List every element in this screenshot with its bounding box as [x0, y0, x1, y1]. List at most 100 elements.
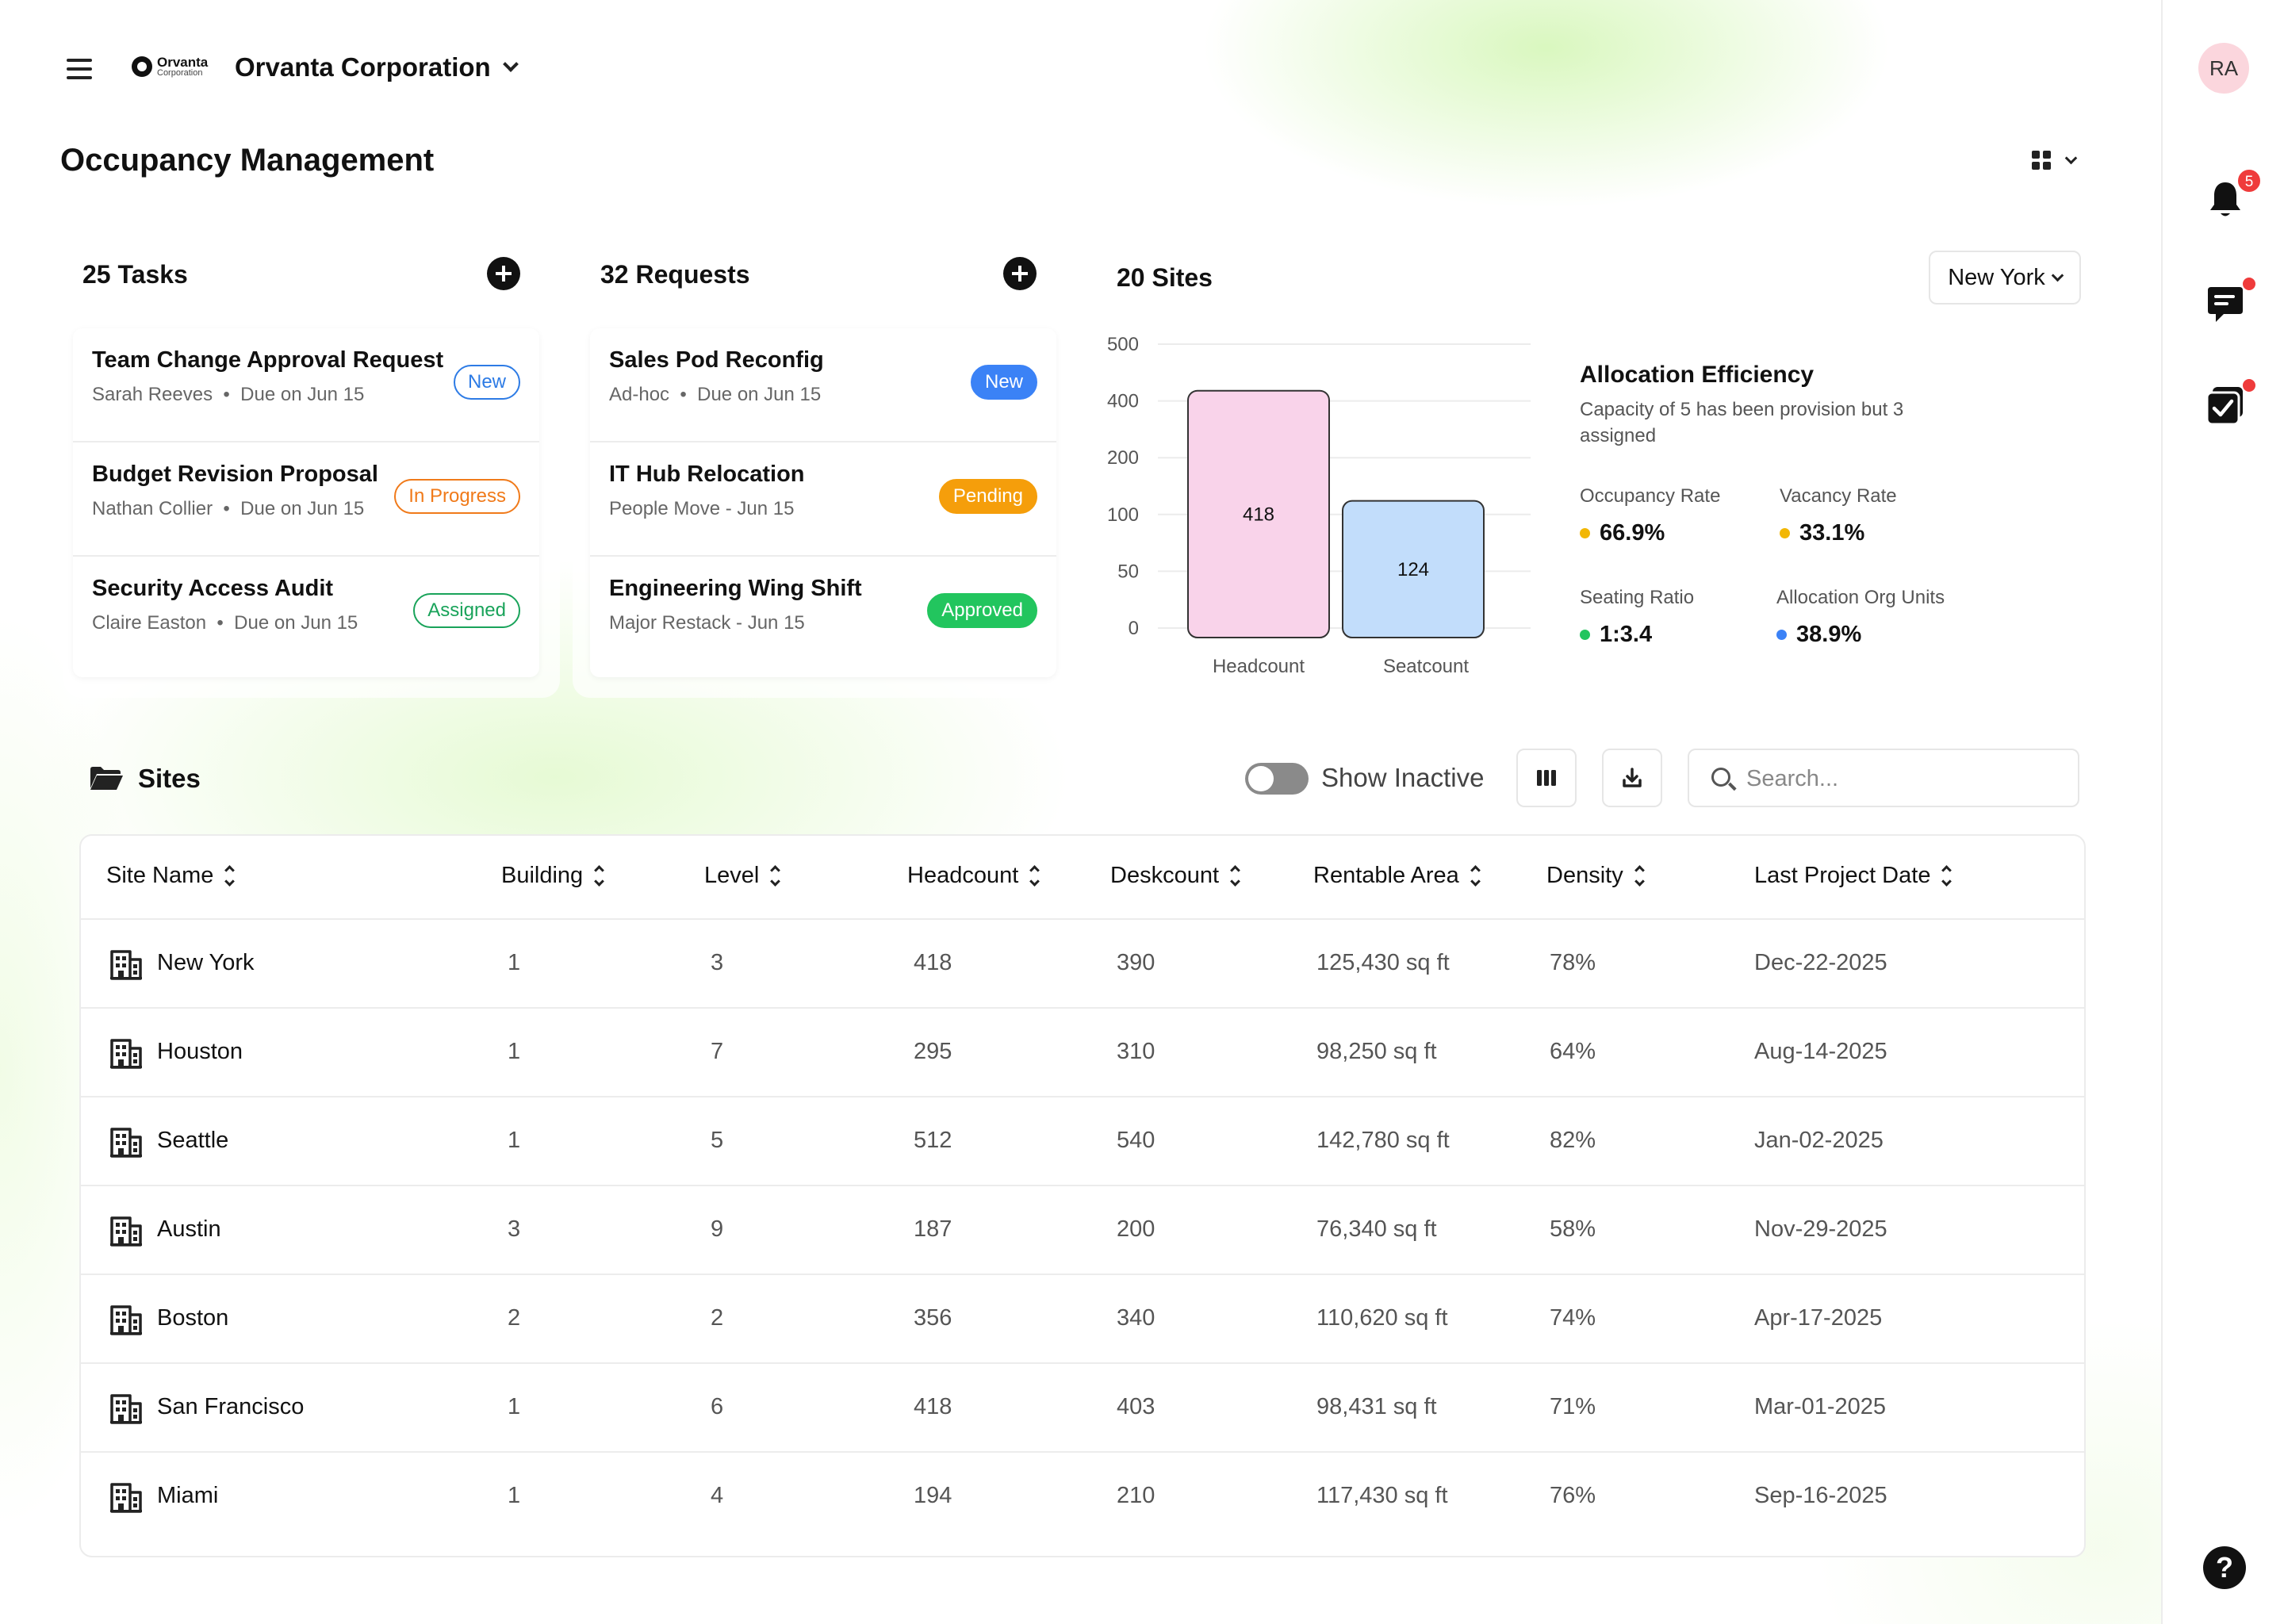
- task-subtitle: Sarah Reeves • Due on Jun 15: [92, 384, 365, 405]
- column-header-level[interactable]: Level: [704, 863, 781, 889]
- table-row[interactable]: Boston 2 2 356 340 110,620 sq ft 74% Apr-17-202…: [81, 1275, 2084, 1364]
- table-cell-headcount: 194: [914, 1483, 952, 1508]
- city-select[interactable]: New York: [1929, 251, 2081, 304]
- table-cell-headcount: 295: [914, 1039, 952, 1064]
- site-name-cell[interactable]: Austin: [157, 1216, 221, 1242]
- column-header-headcount[interactable]: Headcount: [907, 863, 1040, 889]
- tasks-list: Team Change Approval Request Sarah Reeve…: [73, 328, 539, 677]
- bar-headcount[interactable]: [1187, 389, 1330, 638]
- show-inactive-toggle[interactable]: [1245, 763, 1309, 795]
- site-name-cell[interactable]: New York: [157, 950, 255, 975]
- column-header-deskcount[interactable]: Deskcount: [1110, 863, 1240, 889]
- toggle-knob: [1248, 766, 1274, 791]
- columns-button[interactable]: [1516, 749, 1577, 807]
- building-icon: [110, 950, 142, 980]
- table-cell-building: 1: [508, 1483, 521, 1508]
- table-cell-deskcount: 540: [1117, 1128, 1155, 1153]
- help-button[interactable]: ?: [2203, 1546, 2246, 1589]
- column-header-site-name[interactable]: Site Name: [106, 863, 236, 889]
- table-row[interactable]: Seattle 1 5 512 540 142,780 sq ft 82% Jan-02-20…: [81, 1097, 2084, 1186]
- table-cell-rentable-area: 76,340 sq ft: [1316, 1216, 1437, 1242]
- table-cell-level: 5: [711, 1128, 724, 1153]
- task-item[interactable]: Security Access Audit Claire Easton • Du…: [73, 557, 539, 671]
- table-cell-headcount: 512: [914, 1128, 952, 1153]
- table-cell-last-project-date: Apr-17-2025: [1754, 1305, 1883, 1331]
- table-cell-deskcount: 200: [1117, 1216, 1155, 1242]
- chevron-down-icon: [2064, 151, 2078, 164]
- table-row[interactable]: San Francisco 1 6 418 403 98,431 sq ft 71% Mar-…: [81, 1364, 2084, 1453]
- table-cell-last-project-date: Sep-16-2025: [1754, 1483, 1887, 1508]
- chat-icon[interactable]: [2203, 282, 2248, 327]
- table-row[interactable]: New York 1 3 418 390 125,430 sq ft 78% Dec-22-2…: [81, 920, 2084, 1009]
- table-cell-level: 7: [711, 1039, 724, 1064]
- table-cell-density: 71%: [1550, 1394, 1596, 1419]
- site-name-cell[interactable]: Miami: [157, 1483, 219, 1508]
- tasks-title: 25 Tasks: [82, 260, 188, 289]
- request-item[interactable]: IT Hub Relocation People Move - Jun 15 P…: [590, 442, 1056, 557]
- site-name-cell[interactable]: Houston: [157, 1039, 243, 1064]
- column-header-rentable-area[interactable]: Rentable Area: [1313, 863, 1481, 889]
- org-switcher[interactable]: Orvanta Corporation: [235, 52, 519, 82]
- y-tick-label: 100: [1107, 504, 1139, 526]
- request-item[interactable]: Engineering Wing Shift Major Restack - J…: [590, 557, 1056, 671]
- metric-label: Allocation Org Units: [1776, 587, 1945, 608]
- table-cell-building: 1: [508, 1039, 521, 1064]
- request-item[interactable]: Sales Pod Reconfig Ad-hoc • Due on Jun 1…: [590, 328, 1056, 442]
- building-icon: [110, 1128, 142, 1158]
- building-icon: [110, 1216, 142, 1247]
- sort-icon: [1941, 865, 1953, 887]
- table-cell-rentable-area: 98,431 sq ft: [1316, 1394, 1437, 1419]
- table-row[interactable]: Miami 1 4 194 210 117,430 sq ft 76% Sep-16-2025: [81, 1453, 2084, 1542]
- grid-view-icon: [2032, 151, 2051, 170]
- building-icon: [110, 1483, 142, 1513]
- column-header-density[interactable]: Density: [1546, 863, 1645, 889]
- metric-label: Occupancy Rate: [1580, 485, 1721, 507]
- avatar[interactable]: RA: [2198, 43, 2249, 94]
- sort-icon: [770, 865, 781, 887]
- add-request-button[interactable]: [1003, 257, 1037, 290]
- building-icon: [110, 1039, 142, 1069]
- view-switcher[interactable]: [2032, 151, 2078, 170]
- requests-list: Sales Pod Reconfig Ad-hoc • Due on Jun 1…: [590, 328, 1056, 677]
- bar-value-label: 124: [1397, 559, 1429, 580]
- table-row[interactable]: Houston 1 7 295 310 98,250 sq ft 64% Aug-14-202…: [81, 1009, 2084, 1097]
- request-subtitle: Ad-hoc • Due on Jun 15: [609, 384, 822, 405]
- task-title: Team Change Approval Request: [92, 347, 444, 373]
- task-subtitle: Nathan Collier • Due on Jun 15: [92, 498, 365, 519]
- table-cell-deskcount: 210: [1117, 1483, 1155, 1508]
- bell-icon[interactable]: [2203, 178, 2248, 222]
- menu-icon[interactable]: [67, 59, 92, 79]
- status-dot: [1780, 528, 1790, 538]
- request-title: Sales Pod Reconfig: [609, 347, 824, 373]
- site-name-cell[interactable]: San Francisco: [157, 1394, 305, 1419]
- download-button[interactable]: [1602, 749, 1662, 807]
- column-header-building[interactable]: Building: [501, 863, 605, 889]
- search-icon: [1711, 768, 1730, 787]
- table-cell-density: 82%: [1550, 1128, 1596, 1153]
- table-cell-density: 64%: [1550, 1039, 1596, 1064]
- allocation-title: Allocation Efficiency: [1580, 362, 1815, 388]
- bar-seatcount[interactable]: [1342, 500, 1485, 638]
- sort-icon: [224, 865, 236, 887]
- task-item[interactable]: Team Change Approval Request Sarah Reeve…: [73, 328, 539, 442]
- task-item[interactable]: Budget Revision Proposal Nathan Collier …: [73, 442, 539, 557]
- chevron-down-icon: [502, 56, 519, 72]
- search-input[interactable]: [1746, 763, 2064, 795]
- sites-table: Site Name Building Level Headcount Deskc…: [79, 834, 2086, 1557]
- tasks-check-icon[interactable]: [2203, 384, 2248, 428]
- site-name-cell[interactable]: Boston: [157, 1305, 229, 1331]
- search-box[interactable]: [1688, 749, 2079, 807]
- site-name-cell[interactable]: Seattle: [157, 1128, 229, 1153]
- sites-count-title: 20 Sites: [1117, 263, 1213, 292]
- table-cell-level: 4: [711, 1483, 724, 1508]
- table-header: Site Name Building Level Headcount Deskc…: [81, 836, 2084, 920]
- y-tick-label: 50: [1117, 561, 1139, 582]
- table-row[interactable]: Austin 3 9 187 200 76,340 sq ft 58% Nov-29-2025: [81, 1186, 2084, 1275]
- add-task-button[interactable]: [487, 257, 520, 290]
- table-cell-last-project-date: Nov-29-2025: [1754, 1216, 1887, 1242]
- table-cell-density: 74%: [1550, 1305, 1596, 1331]
- table-cell-level: 2: [711, 1305, 724, 1331]
- column-header-last-project-date[interactable]: Last Project Date: [1754, 863, 1953, 889]
- table-cell-building: 3: [508, 1216, 521, 1242]
- logo-line2: Corporation: [157, 68, 203, 78]
